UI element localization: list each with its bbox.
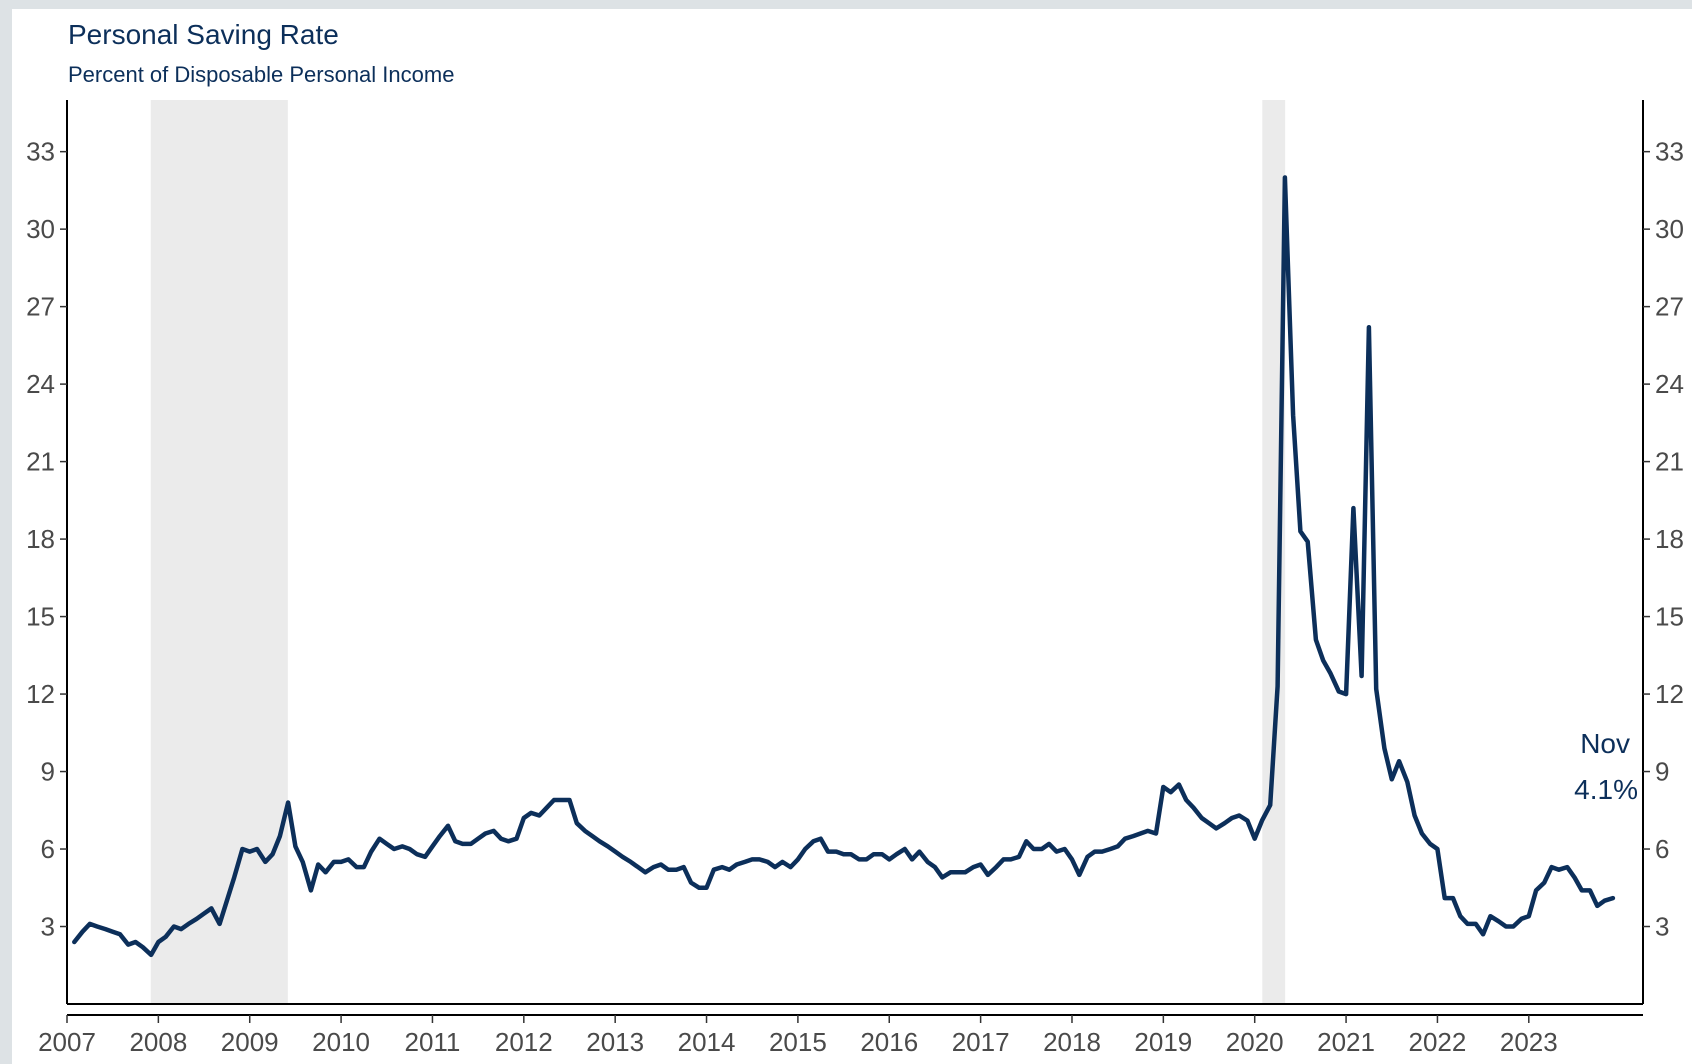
x-tick-label: 2008: [129, 1027, 187, 1057]
y-axis-left: 3 6 9 12 15 18 21 24 27 30 33: [26, 137, 67, 942]
y-tick-label-right: 21: [1655, 447, 1684, 477]
last-value-annotation: Nov 4.1%: [1574, 728, 1638, 805]
x-tick-label: 2007: [38, 1027, 96, 1057]
y-tick-label-right: 30: [1655, 214, 1684, 244]
y-tick-label-left: 15: [26, 602, 55, 632]
x-tick-label: 2013: [586, 1027, 644, 1057]
recession-bands: [150, 100, 1286, 1004]
chart-panel: Personal Saving Rate Percent of Disposab…: [12, 9, 1692, 1064]
y-axis-right: 3 6 9 12 15 18 21 24 27 30 33: [1643, 137, 1684, 942]
x-tick-label: 2020: [1226, 1027, 1284, 1057]
y-tick-label-right: 12: [1655, 679, 1684, 709]
y-tick-label-right: 27: [1655, 292, 1684, 322]
x-tick-label: 2016: [860, 1027, 918, 1057]
x-tick-label: 2014: [678, 1027, 736, 1057]
x-tick-label: 2017: [952, 1027, 1010, 1057]
y-tick-label-left: 18: [26, 524, 55, 554]
x-tick-label: 2011: [404, 1027, 460, 1057]
series-line-1: [72, 175, 1616, 958]
series-group: [72, 175, 1616, 958]
chart-title: Personal Saving Rate: [68, 19, 339, 50]
annotation-value: 4.1%: [1574, 774, 1638, 805]
y-tick-label-left: 24: [26, 369, 55, 399]
chart-axes: [66, 100, 1644, 1016]
y-tick-label-left: 21: [26, 447, 55, 477]
x-tick-label: 2023: [1500, 1027, 1558, 1057]
chart-subtitle: Percent of Disposable Personal Income: [68, 62, 455, 87]
x-tick-label: 2009: [221, 1027, 279, 1057]
y-tick-label-left: 27: [26, 292, 55, 322]
x-tick-label: 2012: [495, 1027, 553, 1057]
recession-band-2: [1262, 100, 1286, 1004]
x-tick-label: 2010: [312, 1027, 370, 1057]
x-tick-label: 2021: [1317, 1027, 1375, 1057]
y-tick-label-right: 24: [1655, 369, 1684, 399]
y-tick-label-left: 9: [41, 757, 55, 787]
y-tick-label-right: 18: [1655, 524, 1684, 554]
y-tick-label-right: 3: [1655, 912, 1669, 942]
x-axis: 2007 2008 2009 2010 2011 2012 2013 2014 2015 2016…: [38, 1015, 1558, 1057]
recession-band-1: [150, 100, 288, 1004]
annotation-month: Nov: [1580, 728, 1630, 759]
y-tick-label-left: 6: [41, 834, 55, 864]
x-tick-label: 2015: [769, 1027, 827, 1057]
x-tick-label: 2022: [1409, 1027, 1467, 1057]
y-tick-label-left: 3: [41, 912, 55, 942]
y-tick-label-right: 9: [1655, 757, 1669, 787]
y-tick-label-left: 12: [26, 679, 55, 709]
y-tick-label-right: 33: [1655, 137, 1684, 167]
y-tick-label-right: 6: [1655, 834, 1669, 864]
y-tick-label-right: 15: [1655, 602, 1684, 632]
x-tick-label: 2019: [1134, 1027, 1192, 1057]
y-tick-label-left: 33: [26, 137, 55, 167]
y-tick-label-left: 30: [26, 214, 55, 244]
x-tick-label: 2018: [1043, 1027, 1101, 1057]
